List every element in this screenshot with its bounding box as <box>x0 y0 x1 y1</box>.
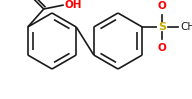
Text: OH: OH <box>64 0 81 10</box>
Text: O: O <box>158 1 167 11</box>
Text: CH₃: CH₃ <box>181 22 192 32</box>
Text: O: O <box>158 43 167 53</box>
Text: S: S <box>158 22 166 32</box>
